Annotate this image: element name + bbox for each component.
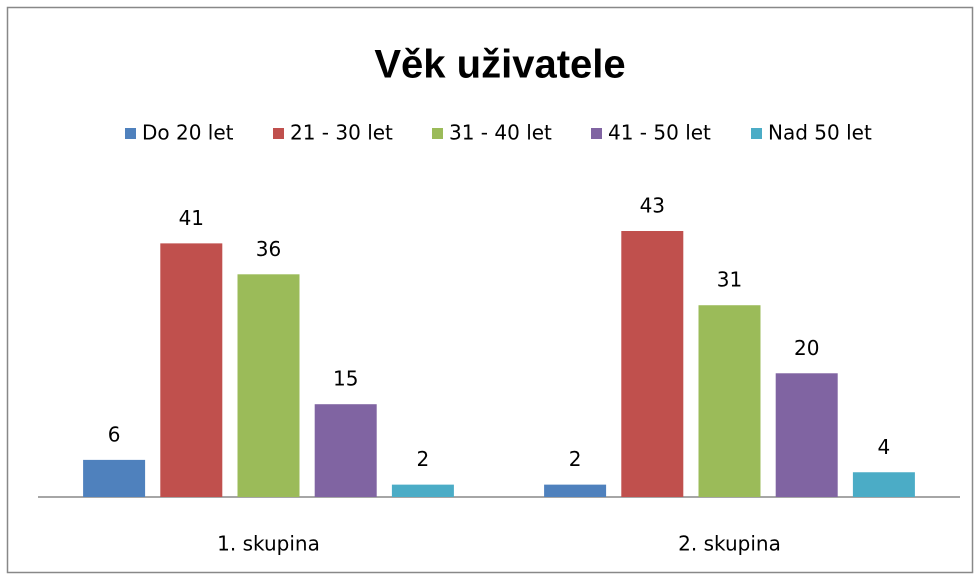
legend-label: 31 - 40 let xyxy=(449,121,552,145)
legend-swatch xyxy=(273,128,284,139)
legend-swatch xyxy=(432,128,443,139)
bar xyxy=(391,484,454,497)
legend-swatch xyxy=(125,128,136,139)
chart-title: Věk uživatele xyxy=(374,43,625,87)
legend-swatch xyxy=(751,128,762,139)
data-label: 2 xyxy=(569,447,582,471)
data-label: 43 xyxy=(640,194,665,218)
legend-label: 21 - 30 let xyxy=(290,121,393,145)
data-label: 2 xyxy=(417,447,430,471)
bar xyxy=(775,373,838,497)
x-tick-label: 2. skupina xyxy=(678,532,781,556)
data-label: 4 xyxy=(878,435,891,459)
bar xyxy=(314,404,377,497)
data-label: 20 xyxy=(794,336,819,360)
legend-label: 41 - 50 let xyxy=(608,121,711,145)
legend-label: Nad 50 let xyxy=(768,121,872,145)
data-label: 31 xyxy=(717,268,742,292)
data-label: 41 xyxy=(179,206,204,230)
bar xyxy=(544,484,607,497)
legend-label: Do 20 let xyxy=(142,121,234,145)
bar xyxy=(698,305,761,497)
x-tick-label: 1. skupina xyxy=(217,532,320,556)
bar xyxy=(237,274,300,497)
data-label: 36 xyxy=(256,237,281,261)
bar xyxy=(160,243,223,497)
bar xyxy=(83,459,146,497)
data-label: 15 xyxy=(333,367,358,391)
bar xyxy=(621,231,684,497)
data-label: 6 xyxy=(108,422,121,446)
bar xyxy=(852,472,915,497)
legend-swatch xyxy=(591,128,602,139)
